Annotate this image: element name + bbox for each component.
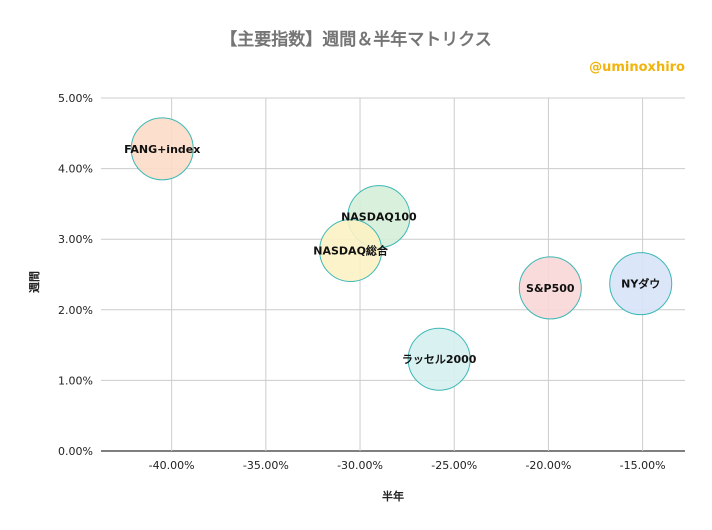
chart-title: 【主要指数】週間＆半年マトリクス [220, 29, 492, 50]
bubble-label: S&P500 [526, 282, 575, 295]
bubble-label: FANG+index [124, 143, 200, 156]
bubble-label: ラッセル2000 [402, 353, 477, 366]
bubble-point [407, 327, 471, 391]
bubble-point [609, 252, 673, 316]
bubble-circle [609, 252, 673, 316]
bubble-point [130, 117, 194, 181]
y-tick-label: 3.00% [58, 233, 93, 246]
y-axis-label: 週間 [27, 271, 41, 293]
y-tick-label: 5.00% [58, 92, 93, 105]
y-tick-label: 1.00% [58, 374, 93, 387]
bubble-circle [319, 218, 383, 282]
y-tick-label: 2.00% [58, 304, 93, 317]
bubble-circle [130, 117, 194, 181]
bubble-label: NYダウ [621, 277, 660, 291]
x-tick-label: -20.00% [525, 459, 571, 472]
bubble-circle [407, 327, 471, 391]
y-tick-label: 4.00% [58, 163, 93, 176]
bubble-label: NASDAQ総合 [313, 243, 389, 257]
chart-credit: @uminoxhiro [589, 60, 685, 75]
x-axis-label: 半年 [382, 489, 404, 503]
bubble-point [518, 256, 582, 320]
x-tick-label: -35.00% [243, 459, 289, 472]
x-tick-label: -30.00% [337, 459, 383, 472]
bubble-circle [518, 256, 582, 320]
tick-layer: 0.00% 1.00% 2.00% 3.00% 4.00% 5.00% -40.00% -35… [58, 92, 666, 472]
x-tick-label: -15.00% [620, 459, 666, 472]
y-tick-label: 0.00% [58, 445, 93, 458]
x-tick-label: -25.00% [431, 459, 477, 472]
bubble-label: NASDAQ100 [341, 211, 417, 224]
grid-layer [101, 97, 685, 452]
bubble-point [319, 218, 383, 282]
x-tick-label: -40.00% [149, 459, 195, 472]
